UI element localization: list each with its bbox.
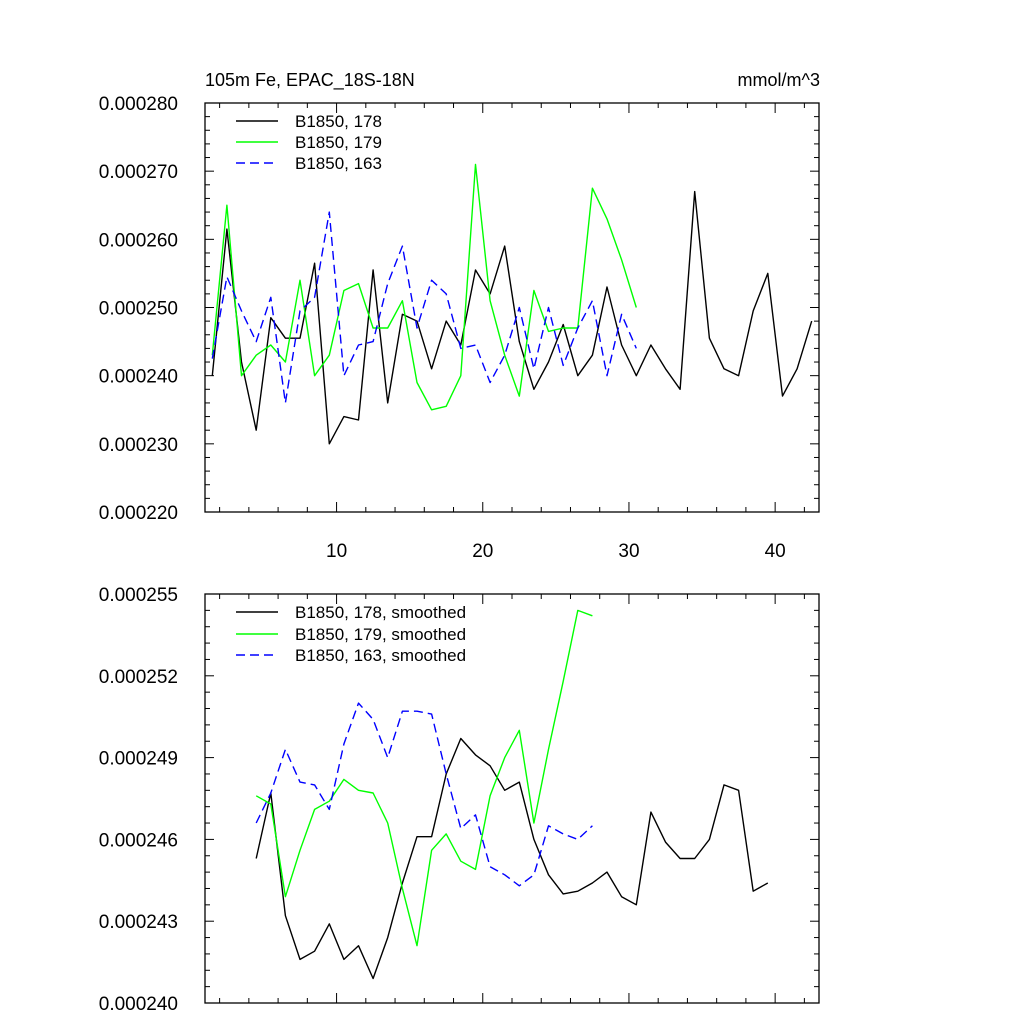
- legend-label-163: B1850, 163: [295, 154, 382, 173]
- legend-label-163-smoothed: B1850, 163, smoothed: [295, 646, 466, 665]
- bottom-panel: 0.000240 0.000243 0.000246 0.000249 0.000252…: [99, 585, 820, 1015]
- y-tick-label: 0.000260: [99, 230, 178, 251]
- y-tick-label: 0.000249: [99, 749, 178, 770]
- y-tick-label: 0.000240: [99, 994, 178, 1015]
- x-tick-label: 40: [765, 541, 786, 562]
- x-tick-label: 10: [326, 541, 347, 562]
- bottom-y-tick-labels: 0.000240 0.000243 0.000246 0.000249 0.000252…: [99, 585, 178, 1015]
- legend-label-179-smoothed: B1850, 179, smoothed: [295, 625, 466, 644]
- series-line-b1850-163: [211, 211, 637, 404]
- top-x-tick-labels: 10 20 30 40: [326, 541, 786, 562]
- y-tick-label: 0.000255: [99, 585, 178, 606]
- y-tick-label: 0.000240: [99, 367, 178, 388]
- bottom-legend: B1850, 178, smoothed B1850, 179, smoothe…: [236, 603, 466, 665]
- y-tick-label: 0.000220: [99, 503, 178, 524]
- y-tick-label: 0.000246: [99, 830, 178, 851]
- chart-title: 105m Fe, EPAC_18S-18N: [205, 70, 415, 91]
- y-tick-label: 0.000252: [99, 667, 178, 688]
- top-panel: 105m Fe, EPAC_18S-18N mmol/m^3 0.0002200…: [99, 70, 820, 562]
- series-line-b1850-178: [211, 190, 813, 445]
- y-tick-label: 0.000250: [99, 299, 178, 320]
- top-ticks: [205, 102, 819, 513]
- x-tick-label: 20: [472, 541, 493, 562]
- top-y-tick-labels: 0.000220 0.000230 0.000240 0.000250 0.000260…: [99, 94, 178, 524]
- y-tick-label: 0.000270: [99, 162, 178, 183]
- top-plot-frame: [204, 102, 820, 513]
- x-tick-label: 30: [618, 541, 639, 562]
- series-line-b1850-178-smoothed: [255, 737, 769, 980]
- legend-label-178-smoothed: B1850, 178, smoothed: [295, 603, 466, 622]
- y-tick-label: 0.000230: [99, 435, 178, 456]
- legend-label-179: B1850, 179: [295, 133, 382, 152]
- units-label: mmol/m^3: [738, 70, 820, 90]
- top-series-lines: [211, 163, 813, 445]
- series-line-b1850-163-smoothed: [255, 702, 593, 887]
- bottom-series-lines: [255, 609, 769, 980]
- y-tick-label: 0.000243: [99, 912, 178, 933]
- top-legend: B1850, 178 B1850, 179 B1850, 163: [236, 112, 382, 173]
- bottom-plot-frame: [204, 593, 820, 1004]
- y-tick-label: 0.000280: [99, 94, 178, 115]
- legend-label-178: B1850, 178: [295, 112, 382, 131]
- series-line-b1850-179: [211, 163, 637, 411]
- series-line-b1850-179-smoothed: [255, 609, 593, 947]
